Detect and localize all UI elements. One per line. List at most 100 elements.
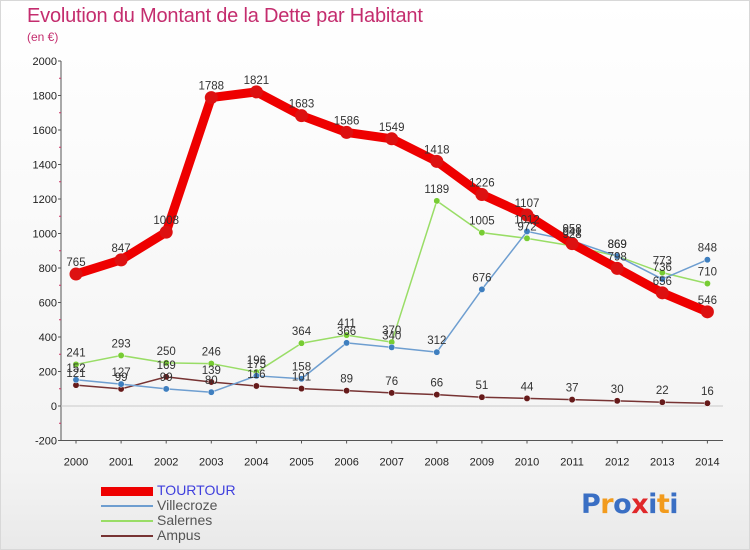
data-point — [565, 237, 579, 251]
x-tick-label: 2007 — [379, 457, 403, 469]
data-point — [207, 388, 215, 396]
data-point — [114, 253, 128, 267]
y-tick-label: 800 — [39, 263, 57, 275]
data-label: 99 — [160, 372, 173, 384]
data-label: 765 — [66, 257, 85, 269]
data-point — [117, 352, 125, 359]
data-label: 76 — [385, 376, 398, 388]
data-label: 972 — [517, 221, 536, 233]
x-tick-label: 2012 — [605, 457, 629, 469]
y-tick-label: 1200 — [33, 194, 57, 206]
data-point — [207, 360, 215, 368]
data-label: 928 — [563, 229, 582, 241]
data-label: 246 — [202, 347, 221, 359]
data-point — [478, 393, 486, 401]
data-label: 847 — [112, 243, 131, 255]
data-point — [252, 382, 260, 390]
data-label: 736 — [653, 262, 672, 274]
data-label: 1107 — [515, 198, 540, 210]
data-point — [343, 339, 351, 347]
data-point — [613, 397, 621, 405]
data-label: 1821 — [244, 75, 270, 87]
data-label: 127 — [112, 367, 131, 379]
data-point — [295, 109, 308, 123]
x-tick-label: 2002 — [154, 457, 178, 469]
data-label: 250 — [157, 346, 176, 358]
y-tick-label: 0 — [51, 401, 57, 413]
data-label: 710 — [698, 267, 717, 279]
data-point — [610, 261, 624, 275]
data-label: 1683 — [289, 99, 315, 111]
x-tick-label: 2014 — [695, 457, 719, 469]
data-point — [298, 385, 305, 393]
data-label: 1189 — [424, 184, 449, 196]
y-tick-label: -200 — [35, 436, 57, 448]
proxiti-logo: Proxiti — [581, 489, 679, 520]
data-point — [658, 275, 666, 283]
legend-swatch — [101, 505, 153, 507]
data-point — [523, 394, 531, 402]
data-point — [478, 285, 486, 293]
data-point — [388, 389, 396, 397]
data-point — [159, 225, 173, 239]
data-point — [433, 348, 441, 356]
data-label: 364 — [292, 326, 312, 338]
data-label: 101 — [292, 372, 311, 384]
data-label: 411 — [337, 318, 355, 330]
data-label: 152 — [66, 363, 85, 375]
data-point — [298, 375, 305, 383]
data-label: 16 — [701, 386, 714, 398]
data-label: 22 — [656, 385, 669, 397]
data-point — [298, 339, 305, 347]
data-label: 80 — [205, 375, 218, 387]
data-label: 370 — [382, 325, 401, 337]
data-point — [700, 305, 714, 319]
data-label: 169 — [157, 360, 176, 372]
x-tick-label: 2005 — [289, 457, 313, 469]
y-tick-label: 2000 — [33, 56, 57, 68]
data-point — [613, 252, 621, 260]
y-tick-label: 200 — [39, 367, 57, 379]
data-label: 773 — [653, 256, 672, 268]
data-label: 66 — [430, 378, 443, 390]
data-point — [703, 399, 711, 407]
y-tick-label: 1600 — [33, 125, 57, 137]
data-label: 1418 — [424, 144, 450, 156]
data-point — [658, 398, 666, 406]
data-point — [703, 280, 711, 287]
series-salernes — [72, 197, 711, 376]
data-point — [520, 208, 534, 222]
data-point — [69, 267, 83, 281]
data-point — [430, 154, 444, 168]
legend-swatch — [101, 487, 153, 496]
data-point — [568, 396, 576, 404]
data-label: 312 — [427, 335, 446, 347]
x-tick-label: 2003 — [199, 457, 223, 469]
data-label: 366 — [337, 326, 356, 338]
data-point — [655, 286, 669, 300]
data-point — [162, 373, 170, 381]
data-label: 196 — [247, 355, 266, 367]
data-point — [72, 360, 80, 368]
data-point — [475, 188, 489, 202]
data-point — [478, 229, 486, 237]
data-label: 158 — [292, 362, 311, 374]
y-tick-label: 400 — [39, 332, 57, 344]
data-label: 37 — [566, 383, 579, 395]
data-label: 1549 — [379, 122, 405, 134]
data-point — [340, 125, 354, 139]
data-label: 30 — [611, 384, 624, 396]
chart-subtitle: (en €) — [27, 30, 59, 44]
data-point — [252, 372, 260, 380]
data-label: 656 — [653, 276, 672, 288]
data-label: 293 — [112, 338, 131, 350]
x-tick-label: 2013 — [650, 457, 674, 469]
legend-label: Salernes — [157, 512, 213, 528]
data-point — [162, 385, 170, 393]
data-label: 1788 — [199, 81, 225, 93]
data-label: 1012 — [514, 214, 540, 226]
legend-swatch — [101, 520, 153, 522]
data-point — [388, 343, 396, 351]
data-label: 241 — [66, 347, 85, 359]
